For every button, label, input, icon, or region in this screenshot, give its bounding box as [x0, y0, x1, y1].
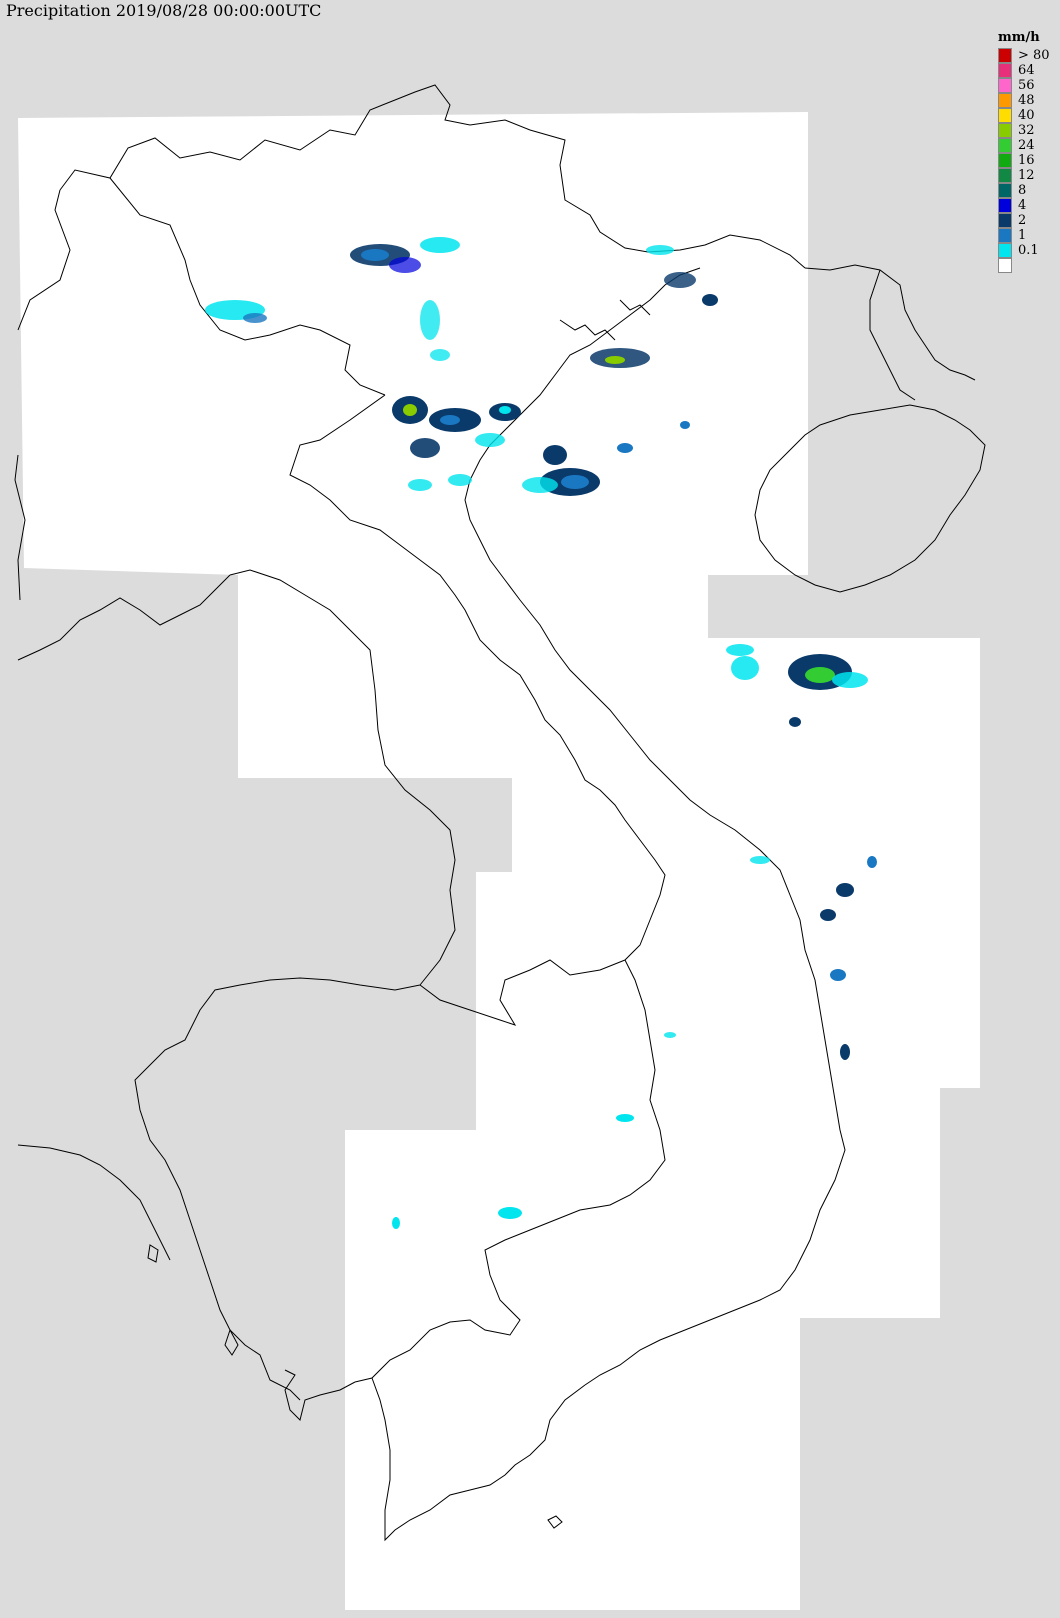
legend-swatch: [998, 228, 1012, 243]
legend-label: 2: [1018, 213, 1027, 228]
legend-swatch: [998, 78, 1012, 93]
map-title: Precipitation 2019/08/28 00:00:00UTC: [6, 1, 322, 20]
legend-item: 0.1: [998, 243, 1060, 258]
precipitation-echoes: [205, 237, 877, 1229]
legend-item: 2: [998, 213, 1060, 228]
legend-item: 12: [998, 168, 1060, 183]
legend-label: 4: [1018, 198, 1027, 213]
legend-item: 16: [998, 153, 1060, 168]
legend-label: 8: [1018, 183, 1027, 198]
legend-swatch: [998, 183, 1012, 198]
legend-swatch: [998, 108, 1012, 123]
legend-swatch: [998, 258, 1012, 273]
legend-swatch: [998, 168, 1012, 183]
legend-item: > 80: [998, 48, 1060, 63]
legend-item: 8: [998, 183, 1060, 198]
legend-swatch: [998, 93, 1012, 108]
legend-swatch: [998, 48, 1012, 63]
legend-label: 32: [1018, 123, 1035, 138]
legend-swatch: [998, 138, 1012, 153]
legend-label: 48: [1018, 93, 1035, 108]
legend-label: 24: [1018, 138, 1035, 153]
legend-label: 12: [1018, 168, 1035, 183]
legend-item: 24: [998, 138, 1060, 153]
legend-swatch: [998, 153, 1012, 168]
legend-item: 48: [998, 93, 1060, 108]
radar-coverage: [18, 112, 980, 1610]
legend-label: > 80: [1018, 48, 1050, 63]
legend-swatch: [998, 243, 1012, 258]
legend-item: 64: [998, 63, 1060, 78]
legend-label: 64: [1018, 63, 1035, 78]
country-borders: [14, 84, 986, 1542]
legend-item: [998, 258, 1060, 273]
legend-swatch: [998, 213, 1012, 228]
legend-swatch: [998, 123, 1012, 138]
legend-label: 1: [1018, 228, 1027, 243]
legend-item: 4: [998, 198, 1060, 213]
legend-item: 56: [998, 78, 1060, 93]
legend-swatch: [998, 198, 1012, 213]
legend-label: 56: [1018, 78, 1035, 93]
legend-label: 16: [1018, 153, 1035, 168]
legend-label: 40: [1018, 108, 1035, 123]
legend-label: 0.1: [1018, 243, 1039, 258]
legend-item: 40: [998, 108, 1060, 123]
legend-item: 1: [998, 228, 1060, 243]
legend-swatch: [998, 63, 1012, 78]
legend-item: 32: [998, 123, 1060, 138]
legend-unit: mm/h: [998, 30, 1040, 45]
